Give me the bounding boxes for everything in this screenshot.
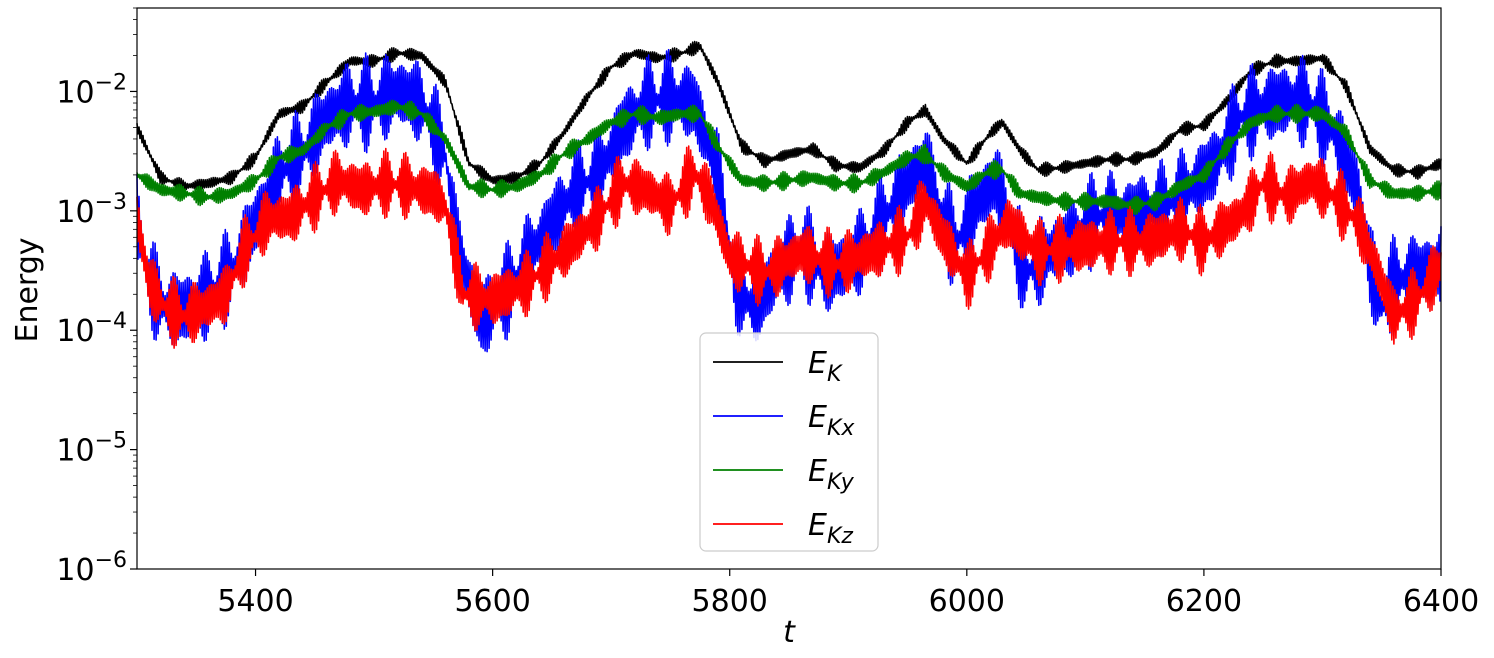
legend-label: EK — [808, 346, 843, 387]
series-line-e-ky — [136, 99, 1442, 216]
y-tick-label: 10−3 — [56, 190, 127, 230]
plot-frame — [136, 7, 1442, 570]
series-line-e-kz — [136, 145, 1442, 349]
ticks-layer: 5400 5600 5800 6000 6200 6400 10−6 10−5 10−4 10−3… — [56, 7, 1479, 619]
legend-box — [699, 332, 879, 552]
x-tick-label: 5600 — [454, 584, 530, 619]
x-tick-label: 6200 — [1166, 584, 1242, 619]
x-axis-label: t — [783, 615, 796, 650]
legend-label: EKx — [808, 400, 855, 441]
y-tick-label: 10−2 — [56, 70, 127, 110]
series-layer — [136, 40, 1442, 353]
y-axis-label: Energy — [10, 237, 45, 342]
x-tick-label: 5800 — [692, 584, 768, 619]
y-tick-label: 10−4 — [56, 309, 127, 349]
x-tick-label: 6400 — [1403, 584, 1479, 619]
x-tick-label: 5400 — [217, 584, 293, 619]
legend-label: EKy — [808, 454, 855, 495]
series-line-e-k — [136, 40, 1442, 193]
x-tick-label: 6000 — [929, 584, 1005, 619]
y-tick-label: 10−5 — [56, 429, 127, 469]
y-tick-label: 10−6 — [56, 548, 127, 588]
legend-label: EKz — [808, 508, 853, 549]
legend: EK EKx EKy EKz — [699, 332, 879, 552]
